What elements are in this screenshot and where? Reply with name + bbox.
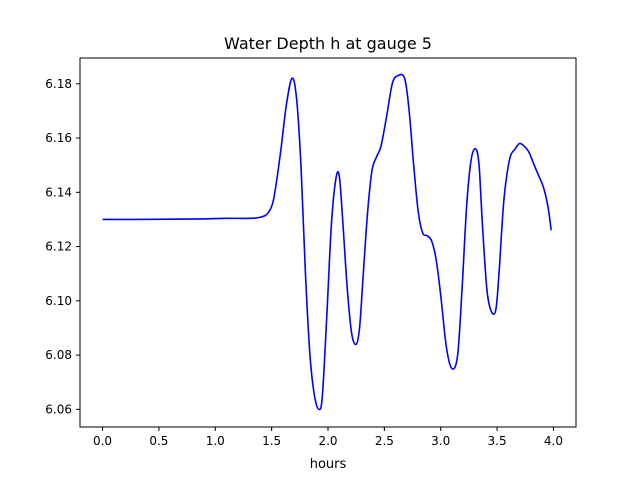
- y-tick-label: 6.08: [45, 348, 72, 362]
- x-tick-label: 0.0: [93, 434, 112, 448]
- y-tick-label: 6.06: [45, 402, 72, 416]
- y-tick-label: 6.16: [45, 131, 72, 145]
- y-tick-label: 6.14: [45, 185, 72, 199]
- y-tick-label: 6.12: [45, 240, 72, 254]
- x-axis-label: hours: [310, 457, 347, 472]
- x-tick-label: 1.0: [206, 434, 225, 448]
- x-tick-label: 2.5: [375, 434, 394, 448]
- series-line-0: [102, 73, 552, 411]
- axes-frame: [79, 57, 577, 428]
- y-tick-label: 6.10: [45, 294, 72, 308]
- x-tick-label: 3.0: [431, 434, 450, 448]
- x-tick-label: 1.5: [262, 434, 281, 448]
- x-tick-label: 2.0: [318, 434, 337, 448]
- chart-title: Water Depth h at gauge 5: [224, 34, 432, 53]
- x-tick-label: 3.5: [488, 434, 507, 448]
- y-tick-label: 6.18: [45, 77, 72, 91]
- axis-ticks: 0.0 0.5 1.0 1.5 2.0 2.5 3.0 3.5 4.0 6.06 6.08 6.10 6…: [45, 77, 563, 448]
- plot-area: [102, 73, 552, 411]
- x-tick-label: 4.0: [544, 434, 563, 448]
- x-tick-label: 0.5: [149, 434, 168, 448]
